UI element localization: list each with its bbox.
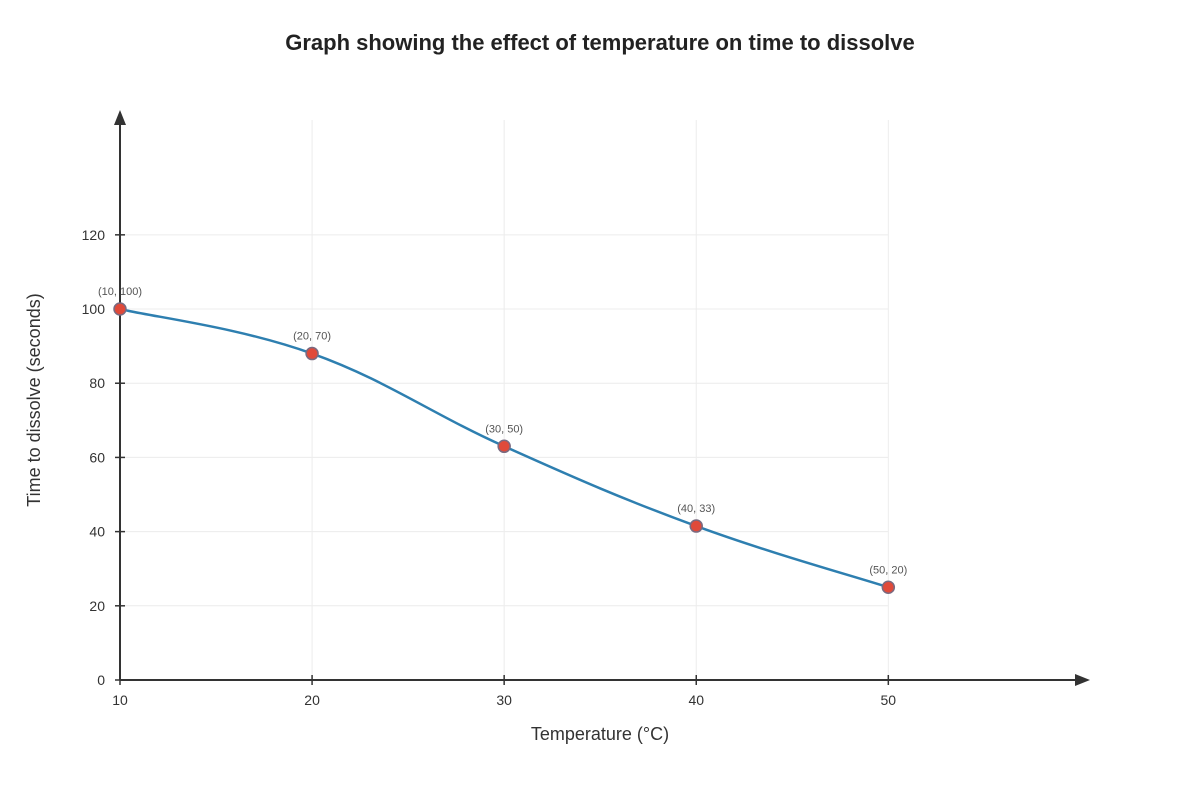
data-point [113, 302, 127, 316]
chart-title: Graph showing the effect of temperature … [285, 30, 915, 55]
y-tick-label: 60 [89, 449, 105, 465]
data-label: (20, 70) [293, 331, 331, 343]
x-tick-label: 20 [304, 692, 320, 708]
axes [114, 110, 1090, 686]
data-label: (30, 50) [485, 423, 523, 435]
x-axis-label: Temperature (°C) [531, 724, 669, 744]
y-tick-label: 80 [89, 375, 105, 391]
y-axis-arrow [114, 110, 126, 125]
ticks: 0 20 40 60 80 100 120 10 20 30 40 50 [82, 227, 897, 708]
grid [120, 120, 889, 680]
y-tick-label: 120 [82, 227, 106, 243]
series: (10, 100) (20, 70) (30, 50) (40, 33) (50, 20… [98, 286, 907, 595]
data-point [497, 439, 511, 454]
y-tick-label: 0 [97, 672, 105, 688]
x-tick-label: 40 [688, 692, 704, 708]
data-label: (40, 33) [677, 503, 715, 515]
x-axis-arrow [1075, 674, 1090, 686]
data-point [305, 346, 319, 361]
y-tick-label: 20 [89, 598, 105, 614]
data-label: (50, 20) [869, 564, 907, 576]
y-tick-label: 100 [82, 301, 106, 317]
data-label: (10, 100) [98, 286, 142, 298]
y-tick-label: 40 [89, 524, 105, 540]
x-tick-label: 50 [881, 692, 897, 708]
data-point [881, 580, 896, 595]
y-axis-label: Time to dissolve (seconds) [24, 293, 44, 506]
x-tick-label: 30 [496, 692, 512, 708]
data-point [689, 519, 703, 533]
x-tick-label: 10 [112, 692, 128, 708]
